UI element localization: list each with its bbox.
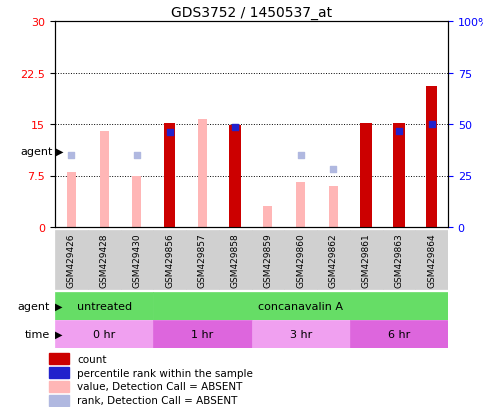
Text: rank, Detection Call = ABSENT: rank, Detection Call = ABSENT (77, 395, 238, 405)
Bar (229, 126, 241, 228)
Point (231, 125, 239, 131)
Text: concanavalin A: concanavalin A (258, 301, 343, 311)
Bar (284, 231, 317, 289)
Point (329, 166, 337, 173)
Bar (153, 292, 448, 320)
Bar (360, 124, 372, 228)
Text: 6 hr: 6 hr (388, 329, 410, 339)
Text: ▶: ▶ (55, 329, 62, 339)
Bar (120, 231, 153, 289)
Bar (415, 231, 448, 289)
Bar (383, 231, 415, 289)
Bar (350, 231, 383, 289)
Bar (153, 231, 186, 289)
Text: GSM429430: GSM429430 (132, 233, 142, 287)
Text: GSM429863: GSM429863 (395, 233, 403, 287)
Point (166, 130, 173, 136)
Bar (317, 231, 350, 289)
Title: GDS3752 / 1450537_at: GDS3752 / 1450537_at (171, 5, 332, 19)
Text: GSM429860: GSM429860 (296, 233, 305, 287)
Bar (55, 320, 153, 348)
Bar (88, 231, 120, 289)
Text: agent: agent (20, 147, 53, 157)
Bar (49, 354, 69, 365)
Bar (329, 186, 338, 228)
Bar (362, 162, 371, 228)
Text: GSM429856: GSM429856 (165, 233, 174, 287)
Point (68, 152, 75, 159)
Bar (49, 395, 69, 406)
Bar (186, 231, 219, 289)
Bar (55, 231, 88, 289)
Bar (55, 292, 153, 320)
Bar (350, 320, 448, 348)
Bar (49, 367, 69, 378)
Text: value, Detection Call = ABSENT: value, Detection Call = ABSENT (77, 382, 242, 392)
Bar (252, 231, 284, 289)
Bar (67, 173, 76, 228)
Bar (252, 320, 350, 348)
Bar (132, 176, 142, 228)
Bar (153, 320, 252, 348)
Text: agent: agent (18, 301, 50, 311)
Bar (219, 231, 252, 289)
Text: GSM429859: GSM429859 (263, 233, 272, 287)
Text: ▶: ▶ (55, 301, 62, 311)
Bar (263, 207, 272, 228)
Text: GSM429864: GSM429864 (427, 233, 436, 287)
Text: 0 hr: 0 hr (93, 329, 115, 339)
Text: GSM429861: GSM429861 (362, 233, 370, 287)
Text: percentile rank within the sample: percentile rank within the sample (77, 368, 253, 378)
Bar (198, 119, 207, 228)
Text: untreated: untreated (77, 301, 132, 311)
Text: count: count (77, 354, 107, 364)
Bar (99, 132, 109, 228)
Text: 1 hr: 1 hr (191, 329, 213, 339)
Text: GSM429862: GSM429862 (329, 233, 338, 287)
Point (297, 152, 304, 159)
Bar (164, 124, 175, 228)
Text: GSM429858: GSM429858 (230, 233, 240, 287)
Bar (49, 381, 69, 392)
Text: GSM429428: GSM429428 (99, 233, 109, 287)
Text: GSM429426: GSM429426 (67, 233, 76, 287)
Text: 3 hr: 3 hr (289, 329, 312, 339)
Text: GSM429857: GSM429857 (198, 233, 207, 287)
Text: time: time (25, 329, 50, 339)
Point (133, 152, 141, 159)
Bar (393, 123, 405, 228)
Bar (426, 87, 437, 228)
Point (428, 121, 436, 128)
Text: ▶: ▶ (56, 147, 63, 157)
Bar (296, 183, 305, 228)
Point (395, 128, 403, 135)
